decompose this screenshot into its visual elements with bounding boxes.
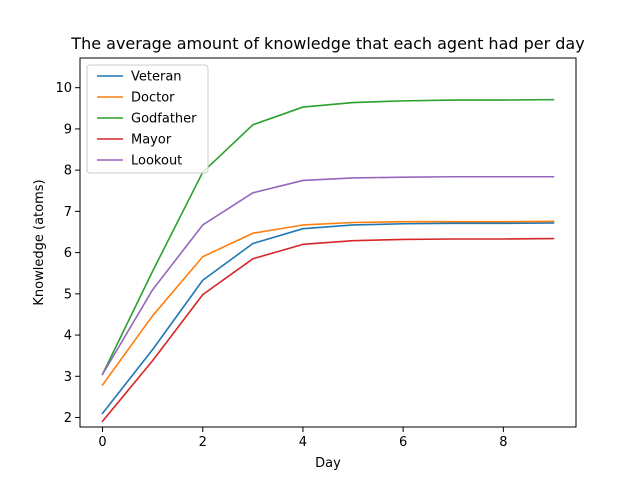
x-tick-label: 4 (299, 435, 307, 450)
y-axis-ticks: 2 3 4 5 6 7 8 9 10 (55, 81, 80, 426)
plot-frame (79, 57, 577, 428)
series-line-doctor (101, 220, 555, 387)
legend-label-doctor: Doctor (131, 91, 175, 106)
y-tick-label: 10 (55, 81, 72, 96)
y-tick-label: 2 (64, 411, 72, 426)
legend-items: Veteran Doctor Godfather Mayor Lookout (97, 70, 197, 169)
x-tick-label: 2 (199, 435, 207, 450)
chart-title: The average amount of knowledge that eac… (70, 34, 584, 53)
legend: Veteran Doctor Godfather Mayor Lookout (86, 64, 209, 174)
series-line-godfather (101, 98, 555, 376)
y-axis-label: Knowledge (atoms) (32, 179, 47, 305)
y-tick-label: 3 (64, 370, 72, 385)
y-tick-label: 4 (64, 329, 72, 344)
x-tick-label: 8 (499, 435, 507, 450)
plot-area: 0 2 4 6 8 2 3 4 5 6 7 8 9 10 (55, 57, 577, 450)
x-tick-label: 6 (399, 435, 407, 450)
legend-label-veteran: Veteran (131, 70, 182, 85)
y-tick-label: 7 (64, 205, 72, 220)
legend-label-mayor: Mayor (131, 133, 172, 148)
series-line-mayor (101, 237, 555, 423)
legend-label-godfather: Godfather (131, 112, 197, 127)
x-axis-label: Day (315, 456, 341, 471)
legend-label-lookout: Lookout (131, 154, 182, 169)
series-layer (101, 98, 555, 423)
series-line-veteran (101, 222, 555, 415)
x-axis-ticks: 0 2 4 6 8 (98, 427, 507, 450)
y-tick-label: 9 (64, 122, 72, 137)
y-tick-label: 6 (64, 246, 72, 261)
y-tick-label: 8 (64, 164, 72, 179)
legend-frame (86, 64, 209, 174)
y-tick-label: 5 (64, 287, 72, 302)
series-line-lookout (101, 175, 555, 376)
x-tick-label: 0 (98, 435, 106, 450)
